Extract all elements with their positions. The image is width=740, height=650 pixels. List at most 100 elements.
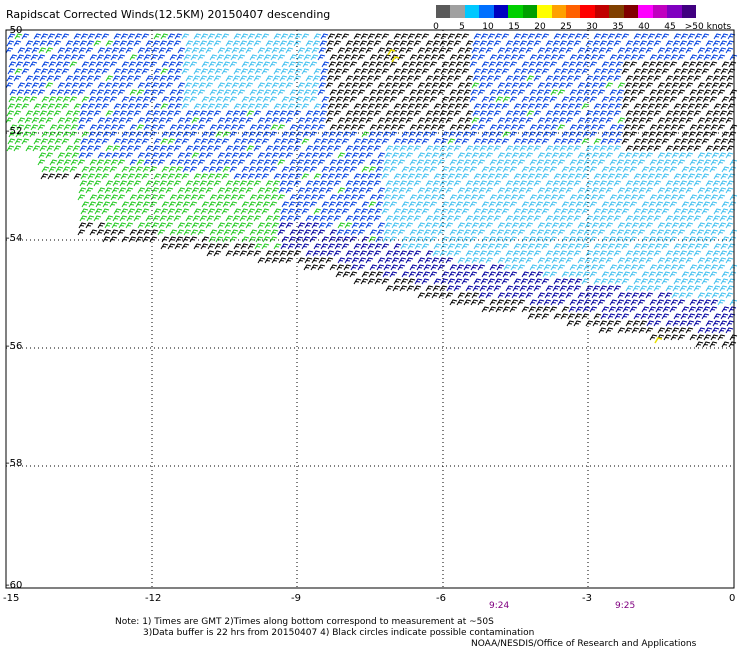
wind-barb xyxy=(543,159,552,166)
wind-barb xyxy=(72,40,81,47)
wind-barb xyxy=(301,103,310,110)
wind-barb xyxy=(398,222,407,229)
wind-barb xyxy=(359,250,368,257)
wind-barb xyxy=(344,222,353,229)
wind-barb xyxy=(685,82,694,89)
wind-barb xyxy=(621,138,630,145)
wind-barb xyxy=(111,82,120,89)
wind-barb xyxy=(726,285,735,292)
wind-barb xyxy=(416,124,425,131)
wind-barb xyxy=(471,117,480,124)
wind-barb xyxy=(374,278,383,285)
wind-barb xyxy=(669,271,678,278)
wind-barb xyxy=(319,145,328,152)
wind-barb xyxy=(215,166,224,173)
wind-barb xyxy=(254,173,263,180)
wind-barb xyxy=(382,271,391,278)
wind-barb xyxy=(487,243,496,250)
wind-barb xyxy=(40,33,49,40)
wind-barb xyxy=(49,89,58,96)
wind-barb xyxy=(327,33,336,40)
wind-barb xyxy=(207,243,216,250)
wind-barb xyxy=(704,257,713,264)
wind-barb xyxy=(303,54,312,61)
wind-barb xyxy=(534,208,543,215)
wind-barb xyxy=(488,306,497,313)
wind-barb xyxy=(613,110,622,117)
wind-barb xyxy=(69,61,78,68)
wind-barb xyxy=(641,166,650,173)
wind-barb xyxy=(649,159,658,166)
wind-barb xyxy=(693,110,702,117)
wind-barb xyxy=(65,110,74,117)
wind-barb xyxy=(557,54,566,61)
wind-barb xyxy=(615,236,624,243)
wind-barb xyxy=(662,61,671,68)
wind-barb xyxy=(289,194,298,201)
wind-barb xyxy=(384,187,393,194)
wind-barb xyxy=(656,229,665,236)
wind-barb xyxy=(566,75,575,82)
wind-barb xyxy=(37,159,46,166)
wind-barb xyxy=(87,138,96,145)
wind-barb xyxy=(320,243,329,250)
wind-barb xyxy=(569,194,578,201)
wind-barb xyxy=(553,173,562,180)
wind-barb xyxy=(670,334,679,341)
wind-barb xyxy=(62,131,71,138)
wind-barb xyxy=(615,166,624,173)
wind-barb xyxy=(649,334,658,341)
wind-barb xyxy=(143,89,152,96)
wind-barb xyxy=(623,229,632,236)
wind-barb xyxy=(129,54,138,61)
wind-barb xyxy=(367,138,376,145)
wind-barb xyxy=(719,320,728,327)
wind-barb xyxy=(453,215,462,222)
wind-barb xyxy=(239,145,248,152)
wind-barb xyxy=(525,82,534,89)
wind-barb xyxy=(311,82,320,89)
wind-barb xyxy=(87,103,96,110)
wind-barb xyxy=(453,110,462,117)
wind-barb xyxy=(407,103,416,110)
wind-barb xyxy=(214,68,223,75)
wind-barb xyxy=(221,33,230,40)
wind-barb xyxy=(221,208,230,215)
legend-tick-label: 25 xyxy=(560,22,572,32)
wind-barb xyxy=(341,68,350,75)
wind-barb xyxy=(600,208,609,215)
wind-barb xyxy=(681,96,690,103)
wind-barb xyxy=(369,229,378,236)
wind-barb xyxy=(671,47,680,54)
wind-barb xyxy=(573,215,582,222)
wind-barb xyxy=(480,33,489,40)
wind-barb xyxy=(599,285,608,292)
wind-barb xyxy=(350,229,359,236)
note-line-1: Note: 1) Times are GMT 2)Times along bot… xyxy=(115,617,494,627)
wind-barb xyxy=(485,187,494,194)
wind-barb xyxy=(41,131,50,138)
wind-barb xyxy=(104,117,113,124)
wind-barb xyxy=(566,180,575,187)
wind-barb xyxy=(279,250,288,257)
wind-barb xyxy=(127,33,136,40)
wind-barb xyxy=(241,201,250,208)
wind-barb xyxy=(318,257,327,264)
wind-barb xyxy=(695,131,704,138)
wind-barb xyxy=(670,159,679,166)
wind-barb xyxy=(565,117,574,124)
wind-barb xyxy=(414,243,423,250)
wind-barb xyxy=(239,110,248,117)
wind-barb xyxy=(478,117,487,124)
wind-barb xyxy=(93,180,102,187)
wind-barb xyxy=(216,89,225,96)
wind-barb xyxy=(86,215,95,222)
wind-barb xyxy=(9,124,18,131)
wind-barb xyxy=(567,33,576,40)
wind-barb xyxy=(353,243,362,250)
wind-barb xyxy=(193,243,202,250)
wind-barb xyxy=(485,292,494,299)
wind-barb xyxy=(536,264,545,271)
wind-barb xyxy=(662,131,671,138)
wind-barb xyxy=(485,117,494,124)
